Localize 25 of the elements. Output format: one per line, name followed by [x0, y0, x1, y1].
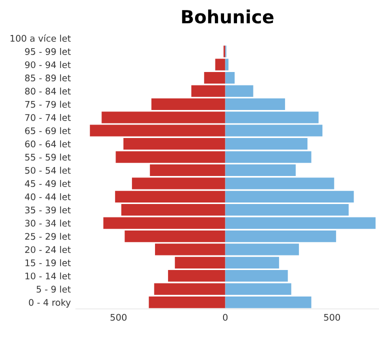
y-tick-label: 45 - 49 let — [24, 180, 71, 187]
y-tick-label: 5 - 9 let — [36, 286, 71, 293]
y-tick-label: 70 - 74 let — [25, 114, 71, 121]
y-tick-label: 10 - 14 let — [25, 272, 71, 280]
y-tick-label: 50 - 54 let — [25, 166, 71, 174]
y-tick-label: 75 - 79 let — [25, 100, 71, 108]
y-tick-label: 95 - 99 let — [25, 48, 71, 55]
y-tick-label: 25 - 29 let — [25, 232, 71, 240]
x-tick-label: 0 — [222, 314, 228, 321]
y-tick-label: 60 - 64 let — [25, 140, 71, 148]
chart-title: Bohunice — [182, 10, 274, 24]
y-tick-label: 30 - 34 let — [25, 220, 71, 227]
y-tick-label: 0 - 4 roky — [28, 298, 71, 308]
y-tick-label: 20 - 24 let — [25, 246, 71, 254]
x-tick-label: 500 — [324, 314, 340, 321]
x-tick-label: 500 — [110, 314, 127, 321]
y-tick-label: 35 - 39 let — [25, 206, 71, 214]
y-tick-label: 55 - 59 let — [25, 154, 71, 161]
y-tick-label: 85 - 89 let — [25, 74, 71, 82]
y-tick-label: 65 - 69 let — [25, 127, 71, 134]
y-tick-label: 90 - 94 let — [25, 61, 71, 68]
y-tick-label: 80 - 84 let — [25, 88, 71, 95]
y-tick-label: 15 - 19 let — [25, 259, 71, 266]
y-tick-label: 100 a více let — [10, 34, 71, 42]
y-tick-label: 40 - 44 let — [24, 193, 71, 200]
